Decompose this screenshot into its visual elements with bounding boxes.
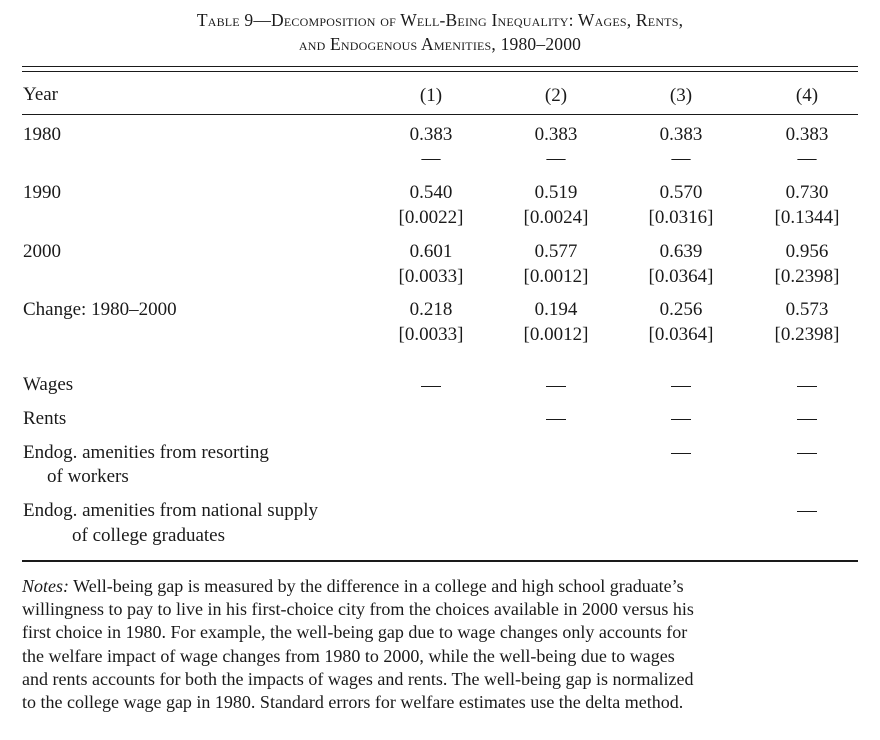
- se-cell: —: [671, 148, 691, 169]
- included-dash: [671, 419, 691, 421]
- header-col-4: (4): [795, 85, 819, 106]
- se-cell: [0.0316]: [648, 207, 714, 228]
- value-cell: 0.218: [409, 299, 453, 320]
- included-dash: [797, 386, 817, 388]
- se-cell: [0.0012]: [523, 266, 589, 287]
- table-title-line-1: Table 9—Decomposition of Well-Being Ineq…: [0, 9, 880, 31]
- value-cell: 0.383: [409, 124, 453, 145]
- value-cell: 0.730: [785, 182, 829, 203]
- value-cell: 0.383: [659, 124, 703, 145]
- se-cell: [0.2398]: [774, 266, 840, 287]
- included-dash: [546, 386, 566, 388]
- se-cell: [0.0012]: [523, 324, 589, 345]
- included-dash: [671, 386, 691, 388]
- value-cell: 0.639: [659, 241, 703, 262]
- se-cell: —: [421, 148, 441, 169]
- title-text-2: and Endogenous Amenities, 1980–2000: [298, 34, 582, 54]
- component-label: Endog. amenities from national supply: [23, 500, 318, 521]
- included-dash: [797, 453, 817, 455]
- notes-line: and rents accounts for both the impacts …: [22, 668, 694, 689]
- notes-line: Notes: Well-being gap is measured by the…: [22, 575, 858, 598]
- component-label: Rents: [23, 408, 67, 429]
- header-rule: [22, 114, 858, 116]
- notes-line: the welfare impact of wage changes from …: [22, 645, 675, 666]
- included-dash: [546, 419, 566, 421]
- value-cell: 0.573: [785, 299, 829, 320]
- included-dash: [797, 419, 817, 421]
- value-cell: 0.383: [785, 124, 829, 145]
- component-label: Wages: [23, 374, 74, 395]
- title-text-1: Table 9—Decomposition of Well-Being Ineq…: [196, 10, 684, 30]
- top-rule-1: [22, 66, 858, 68]
- component-label-cont: of college graduates: [72, 525, 225, 546]
- header-col-3: (3): [669, 85, 693, 106]
- se-cell: [0.1344]: [774, 207, 840, 228]
- se-cell: —: [546, 148, 566, 169]
- notes-line: first choice in 1980. For example, the w…: [22, 622, 688, 643]
- se-cell: [0.0024]: [523, 207, 589, 228]
- top-rule-2: [22, 71, 858, 73]
- header-year: Year: [23, 84, 59, 105]
- bottom-rule: [22, 560, 858, 562]
- value-cell: 0.577: [534, 241, 578, 262]
- header-col-1: (1): [419, 85, 443, 106]
- value-cell: 0.194: [534, 299, 578, 320]
- se-cell: [0.2398]: [774, 324, 840, 345]
- included-dash: [671, 453, 691, 455]
- table-notes: Notes: Well-being gap is measured by the…: [22, 575, 858, 714]
- notes-line: to the college wage gap in 1980. Standar…: [22, 692, 684, 713]
- value-cell: 0.383: [534, 124, 578, 145]
- component-label-cont: of workers: [47, 466, 129, 487]
- value-cell: 0.570: [659, 182, 703, 203]
- se-cell: [0.0364]: [648, 266, 714, 287]
- row-label: Change: 1980–2000: [23, 299, 177, 320]
- se-cell: —: [797, 148, 817, 169]
- se-cell: [0.0364]: [648, 324, 714, 345]
- se-cell: [0.0033]: [398, 266, 464, 287]
- se-cell: [0.0022]: [398, 207, 464, 228]
- value-cell: 0.540: [409, 182, 453, 203]
- value-cell: 0.956: [785, 241, 829, 262]
- included-dash: [797, 511, 817, 513]
- table-title-line-2: and Endogenous Amenities, 1980–2000: [0, 33, 880, 55]
- included-dash: [421, 386, 441, 388]
- header-col-2: (2): [544, 85, 568, 106]
- component-label: Endog. amenities from resorting: [23, 442, 269, 463]
- value-cell: 0.601: [409, 241, 453, 262]
- value-cell: 0.256: [659, 299, 703, 320]
- row-label: 1990: [23, 182, 61, 203]
- value-cell: 0.519: [534, 182, 578, 203]
- se-cell: [0.0033]: [398, 324, 464, 345]
- notes-text: Well-being gap is measured by the differ…: [69, 576, 684, 596]
- notes-label: Notes:: [22, 576, 69, 596]
- notes-line: willingness to pay to live in his first-…: [22, 599, 694, 620]
- row-label: 1980: [23, 124, 61, 145]
- row-label: 2000: [23, 241, 61, 262]
